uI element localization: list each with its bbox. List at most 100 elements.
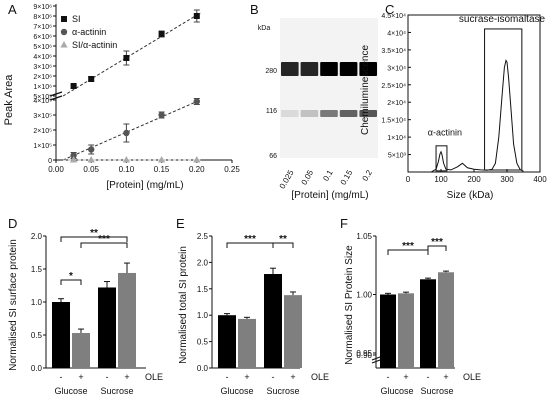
annotation-alpha-actinin: α-actinin: [428, 127, 462, 137]
bar-f: [398, 293, 414, 368]
bar-d: [52, 302, 70, 368]
significance-label: ***: [431, 237, 443, 248]
gel-band-280: [300, 62, 319, 76]
y-tick-label-e: 0.5: [197, 338, 209, 347]
series-line-c: [426, 59, 524, 173]
y-tick-label-c: 3.5×10⁴: [381, 48, 406, 55]
y-tick-label-a: 3×10⁵: [33, 113, 52, 120]
y-tick-label-f: 0.95: [356, 349, 372, 358]
x-tick-label-a: 0.15: [154, 165, 170, 174]
panel-letter-b: B: [250, 2, 259, 17]
x-tick-label-a: 0.10: [119, 165, 135, 174]
category-label-e: +: [244, 372, 249, 382]
legend-label: SI/α-actinin: [72, 40, 117, 50]
y-tick-label-c: 4.5×10⁴: [381, 13, 406, 20]
group-label-sucrose: Sucrose: [266, 386, 299, 396]
y-tick-label-c: 1.5×10⁴: [381, 118, 406, 125]
bar-e: [238, 318, 256, 368]
x-tick-label-a: 0.25: [224, 165, 240, 174]
bar-f: [420, 279, 436, 368]
category-label-f: +: [443, 372, 448, 382]
significance-bracket: [387, 249, 429, 255]
lane-label: 0.1: [321, 168, 335, 183]
y-tick-label-a: 5×10⁵: [33, 94, 52, 101]
significance-bracket: [272, 242, 294, 248]
y-tick-label-a: 5×10⁶: [33, 44, 52, 51]
category-label-d: +: [124, 372, 129, 382]
gel-band-116: [339, 110, 358, 117]
significance-bracket: [60, 279, 82, 285]
y-axis-label-f: Normalised SI Protein Size: [344, 245, 355, 365]
y-tick-label-a: 0: [48, 158, 52, 165]
data-point-alpha-actinin: [193, 98, 200, 105]
y-tick-label-c: 3×10⁴: [387, 65, 406, 72]
y-tick-label-d: 1.5: [31, 265, 43, 274]
bar-f: [438, 272, 454, 368]
x-tick-label-c: 300: [500, 175, 514, 184]
significance-label: *: [69, 271, 73, 282]
data-point-alpha-actinin: [88, 146, 95, 153]
axis-break-mark: [371, 356, 381, 364]
y-tick-label-a: 9×10⁶: [33, 4, 52, 11]
significance-bracket: [60, 236, 128, 242]
group-label-glucose: Glucose: [380, 386, 413, 396]
gel-band-280: [320, 62, 338, 76]
significance-bracket: [427, 245, 447, 251]
group-label-glucose: Glucose: [54, 386, 87, 396]
category-label-d: -: [60, 372, 63, 382]
category-label-d: -: [106, 372, 109, 382]
fit-line-1: [62, 99, 201, 161]
gel-band-116: [281, 110, 299, 117]
marker-label-280: 280: [265, 68, 277, 75]
y-tick-label-e: 1.0: [197, 311, 209, 320]
legend-marker-alpha-actinin: [60, 28, 68, 36]
category-label-e: +: [290, 372, 295, 382]
y-tick-label-c: 1×10⁴: [387, 135, 406, 142]
category-label-d: +: [78, 372, 83, 382]
panel-letter-e: E: [176, 216, 185, 231]
y-tick-label-a: 1×10⁵: [33, 143, 52, 150]
panel-letter-a: A: [8, 2, 17, 17]
y-tick-label-e: 2.0: [197, 258, 209, 267]
x-tick-label-c: 200: [467, 175, 481, 184]
gel-band-116: [300, 110, 319, 117]
y-tick-label-a: 2×10⁶: [33, 74, 52, 81]
x-axis-label-a: [Protein] (mg/mL): [106, 180, 183, 191]
bar-e: [264, 274, 282, 368]
data-point-si: [193, 13, 200, 19]
data-point-ratio: [122, 156, 130, 163]
y-tick-label-f: 0.90: [356, 351, 372, 360]
y-tick-label-e: 1.5: [197, 285, 209, 294]
bar-d: [72, 333, 90, 368]
x-tick-label-a: 0.00: [48, 165, 64, 174]
category-label-e: -: [272, 372, 275, 382]
x-tick-label-c: 400: [533, 175, 547, 184]
y-tick-label-a: 7×10⁶: [33, 24, 52, 31]
group-label-sucrose: Sucrose: [420, 386, 453, 396]
y-axis-label-d: Normalised SI surface protein: [8, 239, 19, 371]
significance-label: **: [90, 228, 98, 239]
lane-label: 0.2: [361, 168, 375, 183]
y-tick-label-c: 4×10⁴: [387, 30, 406, 37]
lane-label: 0.05: [300, 168, 316, 186]
y-tick-label-e: 2.5: [197, 232, 209, 241]
data-point-si: [158, 31, 165, 37]
bar-f: [380, 294, 396, 368]
y-tick-label-a: 3×10⁶: [33, 64, 52, 71]
y-tick-label-d: 1.0: [31, 298, 43, 307]
x-tick-label-a: 0.05: [83, 165, 99, 174]
y-tick-label-c: 2.5×10⁴: [381, 83, 406, 90]
lane-label: 0.025: [278, 168, 296, 190]
bar-e: [218, 315, 236, 368]
annotation-box-alpha-actinin: [435, 145, 448, 172]
gel-background: [280, 18, 378, 158]
annotation-sucrase-isomaltase: sucrase-isomaltase: [459, 14, 546, 25]
y-axis-label-a: Peak Area: [3, 74, 15, 126]
data-point-si: [123, 55, 130, 61]
gel-band-116: [359, 110, 377, 117]
significance-bracket: [80, 242, 128, 248]
data-point-ratio: [158, 156, 166, 163]
y-tick-label-c: 2×10⁴: [387, 100, 406, 107]
panel-letter-f: F: [340, 216, 348, 231]
